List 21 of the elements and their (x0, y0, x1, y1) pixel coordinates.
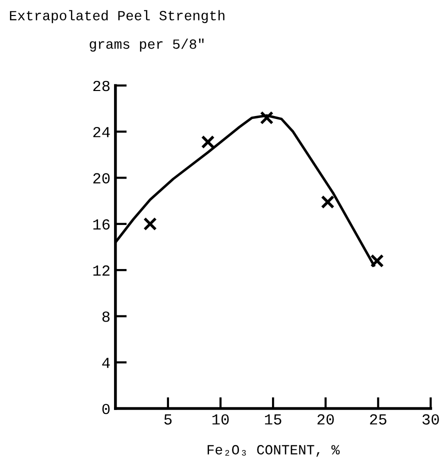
y-tick-label: 24 (93, 126, 110, 138)
x-tick-label: 5 (164, 414, 172, 425)
x-tick-label: 10 (212, 414, 229, 425)
point (201, 135, 215, 149)
y-tick-label: 20 (93, 173, 110, 184)
point (143, 217, 157, 231)
y-tick-label: 8 (102, 312, 110, 322)
y-tick-label: 16 (93, 219, 110, 230)
x-tick-label: 25 (370, 414, 386, 425)
chart-title: Extrapolated Peel Strength (10, 10, 224, 24)
point (320, 195, 334, 209)
point (260, 111, 274, 125)
x-tick-label: 30 (422, 414, 439, 425)
x-tick-label: 20 (318, 414, 334, 425)
y-axis-title: grams per 5/8" (90, 38, 204, 52)
x-tick-label: 15 (264, 414, 282, 425)
y-tick-label: 12 (93, 265, 110, 276)
y-tick-label: 28 (93, 80, 110, 92)
y-tick-label: 0 (102, 404, 110, 414)
y-tick-label: 4 (102, 358, 110, 368)
x-axis-title: Fe₂O₃ CONTENT, % (208, 445, 340, 457)
